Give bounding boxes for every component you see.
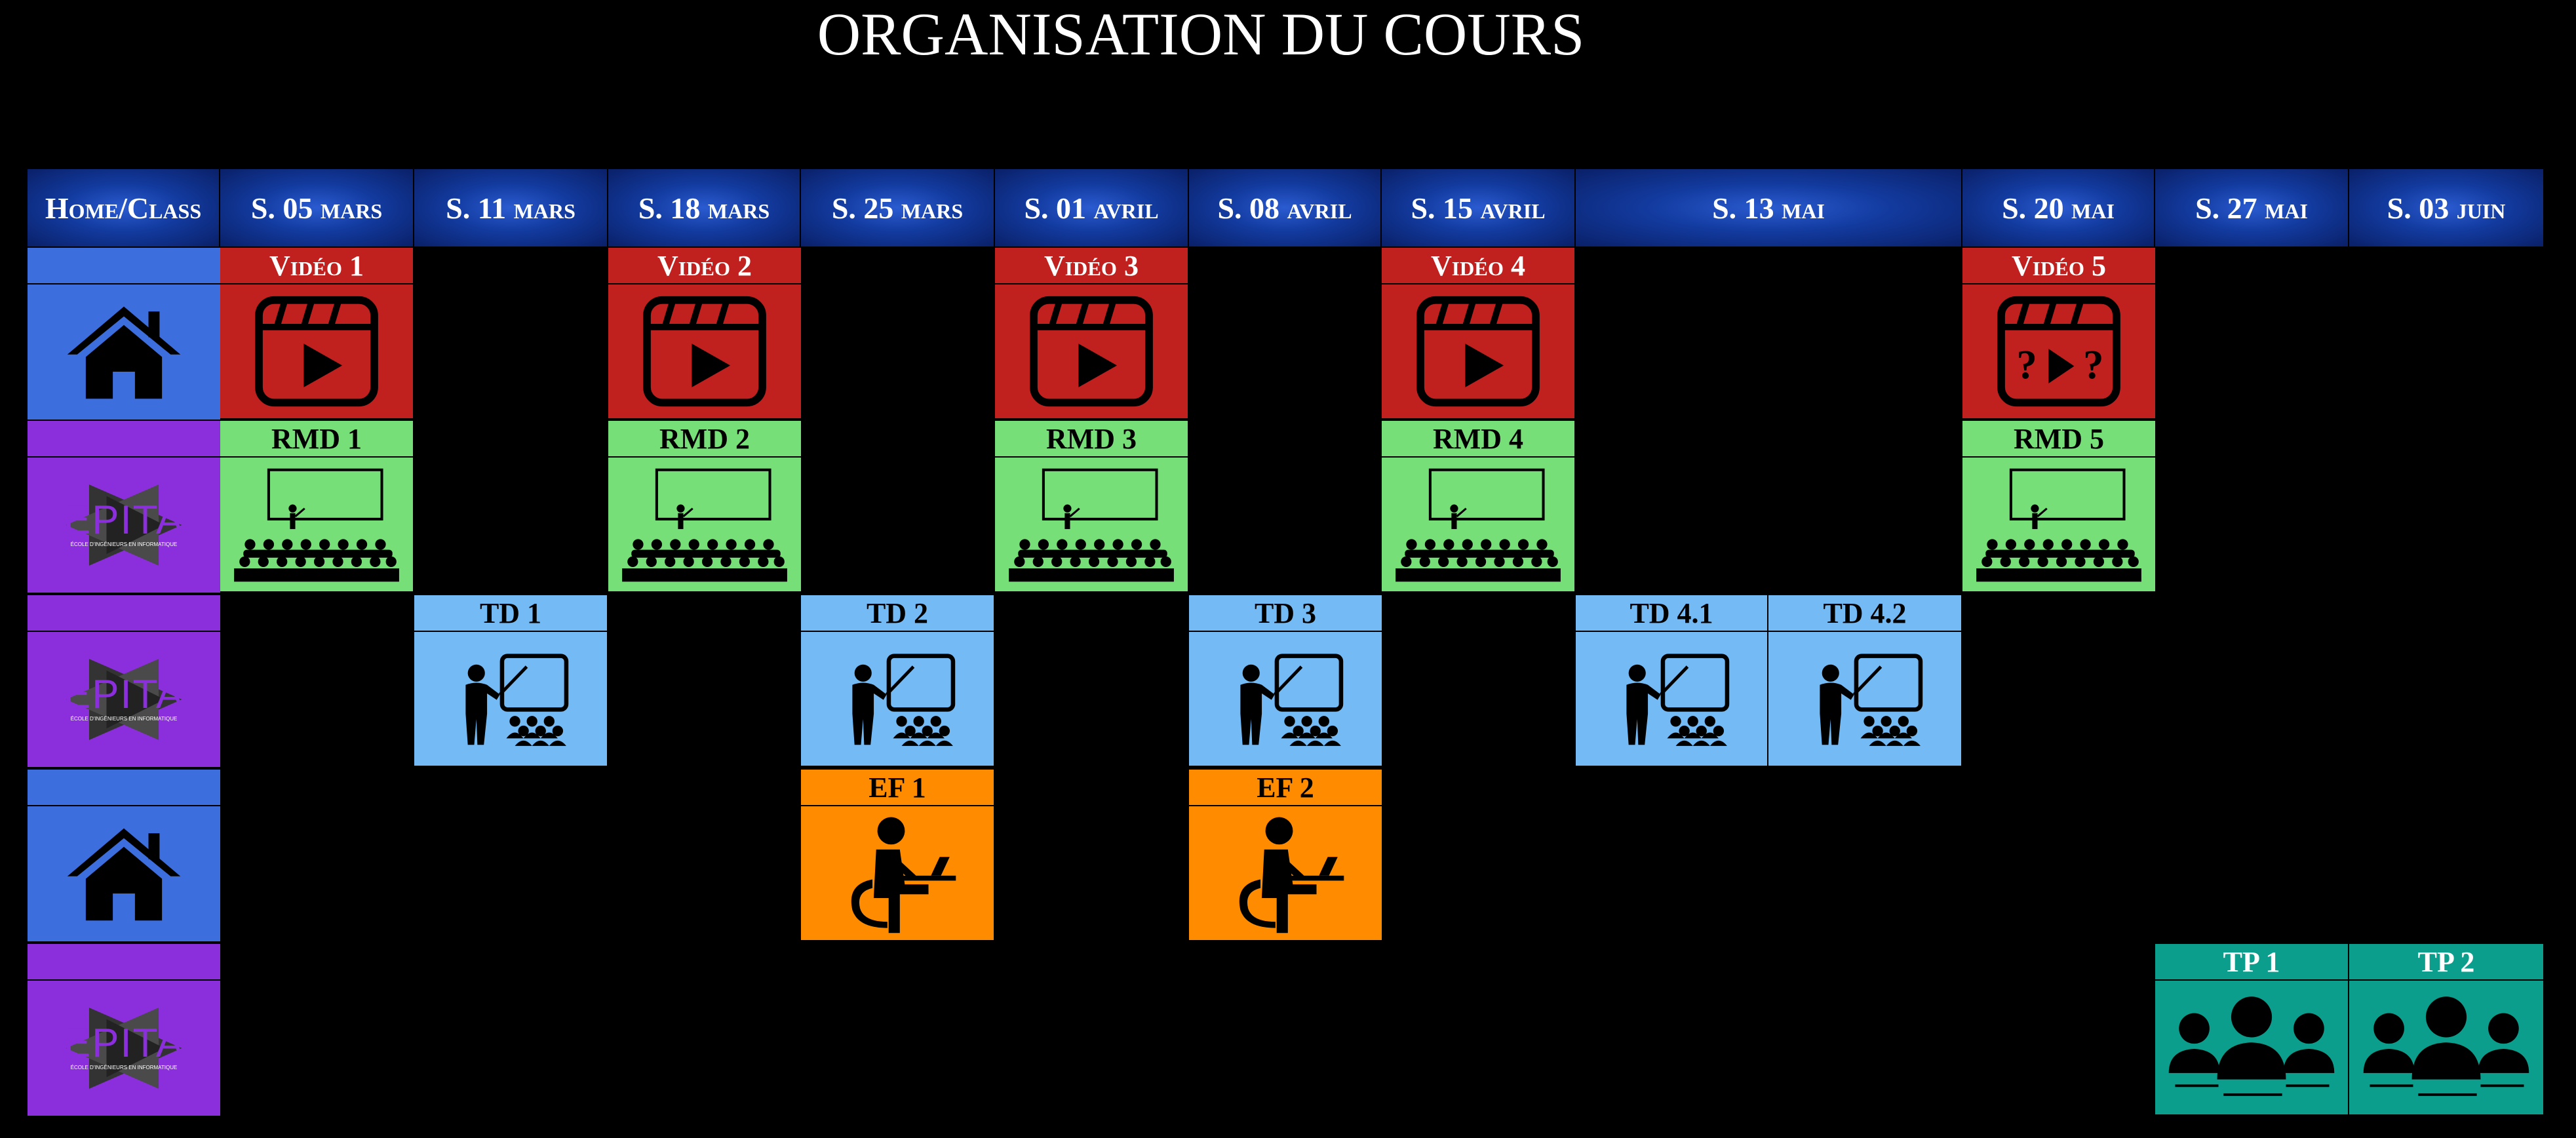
house-icon <box>62 825 185 923</box>
header-week-9: S. 20 mai <box>1962 169 2155 246</box>
td-4-1-label: TD 4.1 <box>1576 595 1768 631</box>
lecture-hall-icon <box>1005 464 1178 585</box>
tp-2-card <box>2349 979 2543 1114</box>
header-week-8: S. 13 mai <box>1576 169 1962 246</box>
teacher-board-icon <box>833 644 962 754</box>
rmd-2-label: RMD 2 <box>608 421 801 456</box>
header-week-11: S. 03 juin <box>2349 169 2543 246</box>
header-week-3: S. 18 mars <box>608 169 801 246</box>
epita-logo-subtext: ÉCOLE D'INGÉNIEURS EN INFORMATIQUE <box>70 1065 178 1070</box>
tp-1-card <box>2155 979 2349 1114</box>
rmd-1-label: RMD 1 <box>220 421 413 456</box>
row-5-label-band <box>28 944 220 979</box>
lecture-hall-icon <box>230 464 403 585</box>
header-week-10: S. 27 mai <box>2155 169 2349 246</box>
rmd-3-card <box>995 456 1188 591</box>
video-2-card <box>608 283 801 418</box>
epita-logo-subtext: ÉCOLE D'INGÉNIEURS EN INFORMATIQUE <box>70 716 178 722</box>
rmd-5-card <box>1962 456 2155 591</box>
header-week-5: S. 01 avril <box>995 169 1189 246</box>
row-3-label-band <box>28 595 220 631</box>
group-icon <box>2357 990 2535 1105</box>
tp-1-label: TP 1 <box>2155 944 2349 979</box>
tp-2-label: TP 2 <box>2349 944 2543 979</box>
video-5-label: Vidéo 5 <box>1962 248 2155 283</box>
video-5-card <box>1962 283 2155 418</box>
lecture-hall-icon <box>1972 464 2145 585</box>
row-4-label-band <box>28 770 220 805</box>
house-icon <box>62 303 185 401</box>
row-3-epita: EPITA ÉCOLE D'INGÉNIEURS EN INFORMATIQUE <box>28 631 220 767</box>
epita-logo: EPITA ÉCOLE D'INGÉNIEURS EN INFORMATIQUE <box>49 992 199 1104</box>
rmd-4-label: RMD 4 <box>1382 421 1574 456</box>
epita-logo-subtext: ÉCOLE D'INGÉNIEURS EN INFORMATIQUE <box>70 541 178 547</box>
row-1-label-band <box>28 248 220 283</box>
row-5-epita: EPITA ÉCOLE D'INGÉNIEURS EN INFORMATIQUE <box>28 979 220 1116</box>
td-2-card <box>801 631 994 766</box>
lecture-hall-icon <box>1392 464 1565 585</box>
video-play-icon <box>1414 294 1542 409</box>
video-question-icon <box>1995 294 2123 409</box>
header-week-6: S. 08 avril <box>1189 169 1382 246</box>
rmd-4-card <box>1382 456 1574 591</box>
epita-logo-text: EPITA <box>63 1021 185 1066</box>
video-play-icon <box>1027 294 1156 409</box>
header-home-class: Home/Class <box>28 169 220 246</box>
rmd-1-card <box>220 456 413 591</box>
page-title: ORGANISATION DU COURS <box>817 1 1585 68</box>
video-3-card <box>995 283 1188 418</box>
student-laptop-icon <box>835 809 960 937</box>
video-4-label: Vidéo 4 <box>1382 248 1574 283</box>
video-play-icon <box>640 294 769 409</box>
teacher-board-icon <box>1607 644 1736 754</box>
video-play-icon <box>252 294 381 409</box>
td-4-2-label: TD 4.2 <box>1768 595 1961 631</box>
video-1-card <box>220 283 413 418</box>
td-3-label: TD 3 <box>1189 595 1382 631</box>
video-3-label: Vidéo 3 <box>995 248 1188 283</box>
epita-logo-text: EPITA <box>63 498 185 543</box>
lecture-hall-icon <box>618 464 791 585</box>
ef-2-label: EF 2 <box>1189 770 1382 805</box>
ef-1-card <box>801 805 994 940</box>
epita-logo: EPITA ÉCOLE D'INGÉNIEURS EN INFORMATIQUE <box>49 644 199 755</box>
epita-logo: EPITA ÉCOLE D'INGÉNIEURS EN INFORMATIQUE <box>49 469 199 581</box>
header-week-7: S. 15 avril <box>1382 169 1576 246</box>
teacher-board-icon <box>1801 644 1929 754</box>
video-4-card <box>1382 283 1574 418</box>
student-laptop-icon <box>1223 809 1348 937</box>
row-4-home <box>28 805 220 941</box>
row-2-epita: EPITA ÉCOLE D'INGÉNIEURS EN INFORMATIQUE <box>28 456 220 593</box>
epita-logo-text: EPITA <box>63 672 185 717</box>
rmd-5-label: RMD 5 <box>1962 421 2155 456</box>
rmd-2-card <box>608 456 801 591</box>
td-4-1-card <box>1576 631 1768 766</box>
group-icon <box>2162 990 2341 1105</box>
td-1-card <box>414 631 607 766</box>
header-week-2: S. 11 mars <box>414 169 608 246</box>
video-2-label: Vidéo 2 <box>608 248 801 283</box>
ef-1-label: EF 1 <box>801 770 994 805</box>
row-2-label-band <box>28 421 220 456</box>
video-1-label: Vidéo 1 <box>220 248 413 283</box>
rmd-3-label: RMD 3 <box>995 421 1188 456</box>
td-4-2-card <box>1768 631 1961 766</box>
ef-2-card <box>1189 805 1382 940</box>
td-3-card <box>1189 631 1382 766</box>
header-week-1: S. 05 mars <box>220 169 414 246</box>
header-week-4: S. 25 mars <box>801 169 995 246</box>
teacher-board-icon <box>1221 644 1350 754</box>
td-1-label: TD 1 <box>414 595 607 631</box>
teacher-board-icon <box>446 644 575 754</box>
row-1-home <box>28 283 220 420</box>
td-2-label: TD 2 <box>801 595 994 631</box>
